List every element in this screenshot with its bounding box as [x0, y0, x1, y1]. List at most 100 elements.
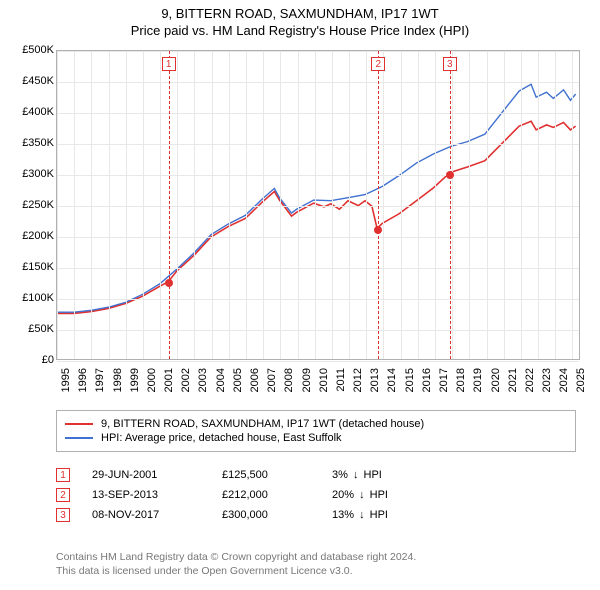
x-axis-label: 2013 [369, 368, 381, 392]
x-axis-label: 2008 [283, 368, 295, 392]
gridline-vertical [57, 51, 58, 359]
x-axis-label: 1997 [94, 368, 106, 392]
event-delta: 20% ↓ HPI [332, 489, 482, 501]
gridline-vertical [160, 51, 161, 359]
x-axis-label: 2010 [318, 368, 330, 392]
gridline-vertical [418, 51, 419, 359]
gridline-vertical [177, 51, 178, 359]
event-row: 2 13-SEP-2013£212,00020% ↓ HPI [56, 488, 576, 502]
x-axis-label: 2004 [215, 368, 227, 392]
gridline-horizontal [57, 82, 579, 83]
legend-swatch [65, 437, 93, 439]
x-axis-label: 2012 [352, 368, 364, 392]
events-table: 129-JUN-2001£125,5003% ↓ HPI213-SEP-2013… [56, 462, 576, 528]
event-price: £212,000 [222, 489, 332, 501]
plot-area: 123 [56, 50, 580, 360]
x-axis-label: 2019 [472, 368, 484, 392]
gridline-horizontal [57, 330, 579, 331]
event-row: 129-JUN-2001£125,5003% ↓ HPI [56, 468, 576, 482]
chart-title-line1: 9, BITTERN ROAD, SAXMUNDHAM, IP17 1WT [0, 6, 600, 21]
gridline-vertical [452, 51, 453, 359]
y-axis-label: £250K [10, 199, 54, 211]
x-axis-label: 2003 [197, 368, 209, 392]
event-line [378, 51, 379, 359]
gridline-horizontal [57, 175, 579, 176]
gridline-vertical [555, 51, 556, 359]
gridline-horizontal [57, 113, 579, 114]
event-date: 29-JUN-2001 [92, 469, 222, 481]
legend-row: HPI: Average price, detached house, East… [65, 432, 567, 444]
gridline-vertical [487, 51, 488, 359]
gridline-vertical [212, 51, 213, 359]
event-marker-box: 3 [443, 57, 457, 71]
event-number-box: 1 [56, 468, 70, 482]
x-axis-label: 1995 [60, 368, 72, 392]
gridline-vertical [349, 51, 350, 359]
x-axis-label: 2024 [558, 368, 570, 392]
gridline-vertical [315, 51, 316, 359]
event-price: £300,000 [222, 509, 332, 521]
gridline-vertical [504, 51, 505, 359]
gridline-vertical [572, 51, 573, 359]
x-axis-label: 2007 [266, 368, 278, 392]
gridline-vertical [401, 51, 402, 359]
arrow-down-icon: ↓ [359, 489, 365, 501]
gridline-horizontal [57, 51, 579, 52]
gridline-vertical [229, 51, 230, 359]
gridline-horizontal [57, 268, 579, 269]
event-dot [374, 226, 382, 234]
event-number-box: 2 [56, 488, 70, 502]
gridline-vertical [332, 51, 333, 359]
gridline-vertical [298, 51, 299, 359]
y-axis-label: £100K [10, 292, 54, 304]
x-axis-label: 2016 [421, 368, 433, 392]
x-axis-label: 2018 [455, 368, 467, 392]
y-axis-label: £200K [10, 230, 54, 242]
x-axis-label: 2011 [335, 368, 347, 392]
x-axis-label: 2002 [180, 368, 192, 392]
y-axis-label: £300K [10, 168, 54, 180]
event-date: 08-NOV-2017 [92, 509, 222, 521]
x-axis-label: 1996 [77, 368, 89, 392]
arrow-down-icon: ↓ [353, 469, 359, 481]
gridline-vertical [435, 51, 436, 359]
gridline-vertical [109, 51, 110, 359]
x-axis-label: 2020 [490, 368, 502, 392]
x-axis-label: 2000 [146, 368, 158, 392]
gridline-vertical [143, 51, 144, 359]
gridline-horizontal [57, 144, 579, 145]
event-marker-box: 2 [371, 57, 385, 71]
footer-attribution: Contains HM Land Registry data © Crown c… [56, 550, 576, 578]
legend: 9, BITTERN ROAD, SAXMUNDHAM, IP17 1WT (d… [56, 410, 576, 452]
arrow-down-icon: ↓ [359, 509, 365, 521]
x-axis-label: 2023 [541, 368, 553, 392]
event-row: 3 08-NOV-2017£300,00013% ↓ HPI [56, 508, 576, 522]
gridline-vertical [126, 51, 127, 359]
legend-swatch [65, 423, 93, 425]
x-axis-label: 2001 [163, 368, 175, 392]
y-axis-label: £450K [10, 75, 54, 87]
series-line [57, 84, 576, 312]
gridline-vertical [469, 51, 470, 359]
x-axis-label: 2022 [524, 368, 536, 392]
x-axis-label: 2025 [575, 368, 587, 392]
chart-title-line2: Price paid vs. HM Land Registry's House … [0, 23, 600, 38]
line-series-svg [57, 51, 579, 359]
event-line [450, 51, 451, 359]
event-delta: 3% ↓ HPI [332, 469, 482, 481]
gridline-vertical [263, 51, 264, 359]
gridline-vertical [521, 51, 522, 359]
gridline-horizontal [57, 299, 579, 300]
gridline-vertical [280, 51, 281, 359]
gridline-horizontal [57, 237, 579, 238]
x-axis-label: 2005 [232, 368, 244, 392]
y-axis-label: £350K [10, 137, 54, 149]
y-axis-label: £0 [10, 354, 54, 366]
gridline-vertical [246, 51, 247, 359]
gridline-vertical [91, 51, 92, 359]
event-delta: 13% ↓ HPI [332, 509, 482, 521]
x-axis-label: 2021 [507, 368, 519, 392]
event-date: 13-SEP-2013 [92, 489, 222, 501]
legend-row: 9, BITTERN ROAD, SAXMUNDHAM, IP17 1WT (d… [65, 418, 567, 430]
event-number-box: 3 [56, 508, 70, 522]
